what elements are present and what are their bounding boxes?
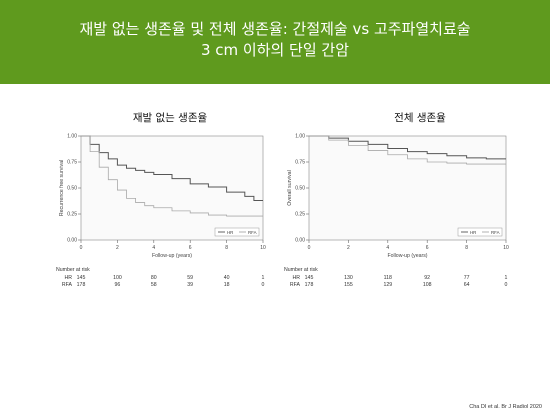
risk-table-value: 0 (262, 282, 265, 288)
risk-table-value: 58 (151, 282, 157, 288)
risk-table-group: RFA (62, 282, 73, 288)
y-tick-label: 0.00 (295, 238, 305, 244)
x-tick-label: 10 (260, 245, 266, 251)
y-tick-label: 0.00 (67, 238, 77, 244)
risk-table-value: 96 (115, 282, 121, 288)
risk-table-group: HR (293, 275, 301, 281)
risk-table-value: 130 (344, 275, 353, 281)
title-banner: 재발 없는 생존율 및 전체 생존율: 간절제술 vs 고주파열치료술 3 cm… (0, 0, 550, 84)
risk-table-value: 118 (384, 275, 392, 281)
risk-table-value: 18 (224, 282, 230, 288)
legend-label: RFA (491, 230, 500, 235)
risk-table-value: 77 (464, 275, 470, 281)
risk-table-group: HR (65, 275, 73, 281)
x-tick-label: 0 (308, 245, 311, 251)
risk-table-value: 178 (77, 282, 86, 288)
plot-frame (308, 135, 507, 241)
risk-table-value: 108 (423, 282, 432, 288)
os-chart-title: 전체 생존율 (394, 112, 446, 124)
x-tick-label: 8 (225, 245, 228, 251)
slide-title-line-1: 재발 없는 생존율 및 전체 생존율: 간절제술 vs 고주파열치료술 (79, 20, 471, 38)
risk-table-value: 59 (187, 275, 193, 281)
km-curve-hr (309, 135, 506, 160)
risk-table-value: 0 (505, 282, 508, 288)
rfs-chart-title: 재발 없는 생존율 (132, 112, 208, 124)
y-tick-label: 0.25 (295, 212, 305, 218)
x-axis-label: Follow-up (years) (387, 253, 427, 259)
x-axis-label: Follow-up (years) (152, 253, 192, 259)
km-curve-rfa (81, 135, 263, 217)
y-axis-label: Overall survival (287, 170, 293, 205)
y-tick-label: 0.75 (67, 160, 77, 166)
y-tick-label: 0.50 (295, 186, 305, 192)
x-tick-label: 0 (80, 245, 83, 251)
risk-table-value: 100 (113, 275, 122, 281)
risk-table-value: 39 (187, 282, 193, 288)
risk-table-label: Number at risk (284, 267, 318, 273)
legend-label: HR (470, 230, 476, 235)
x-tick-label: 4 (386, 245, 389, 251)
slide-title-line-2: 3 cm 이하의 단일 간암 (200, 41, 350, 59)
risk-table-value: 178 (305, 282, 314, 288)
x-tick-label: 2 (347, 245, 350, 251)
x-tick-label: 4 (152, 245, 155, 251)
risk-table-value: 40 (224, 275, 230, 281)
risk-table-value: 155 (344, 282, 353, 288)
x-tick-label: 10 (503, 245, 509, 251)
x-tick-label: 6 (426, 245, 429, 251)
citation: Cha DI et al. Br J Radiol 2020 (469, 404, 542, 410)
legend-box (214, 227, 260, 237)
risk-table-group: RFA (290, 282, 301, 288)
y-tick-label: 0.50 (67, 186, 77, 192)
km-curve-hr (81, 135, 263, 201)
x-tick-label: 2 (116, 245, 119, 251)
risk-table-value: 1 (505, 275, 508, 281)
y-tick-label: 1.00 (67, 134, 77, 140)
risk-table-value: 129 (383, 282, 392, 288)
legend-label: HR (227, 230, 233, 235)
risk-table-value: 80 (151, 275, 157, 281)
risk-table-value: 145 (305, 275, 314, 281)
x-tick-label: 6 (189, 245, 192, 251)
y-tick-label: 0.75 (295, 160, 305, 166)
legend-box (457, 227, 503, 237)
x-tick-label: 8 (465, 245, 468, 251)
risk-table-value: 145 (77, 275, 86, 281)
risk-table-value: 1 (262, 275, 265, 281)
legend-label: RFA (248, 230, 257, 235)
y-axis-label: Recurrence free survival (59, 160, 65, 216)
y-tick-label: 1.00 (295, 134, 305, 140)
plot-frame (80, 135, 264, 241)
y-tick-label: 0.25 (67, 212, 77, 218)
risk-table-value: 92 (424, 275, 430, 281)
km-curve-rfa (309, 135, 506, 165)
risk-table-value: 64 (464, 282, 470, 288)
risk-table-label: Number at risk (56, 267, 90, 273)
